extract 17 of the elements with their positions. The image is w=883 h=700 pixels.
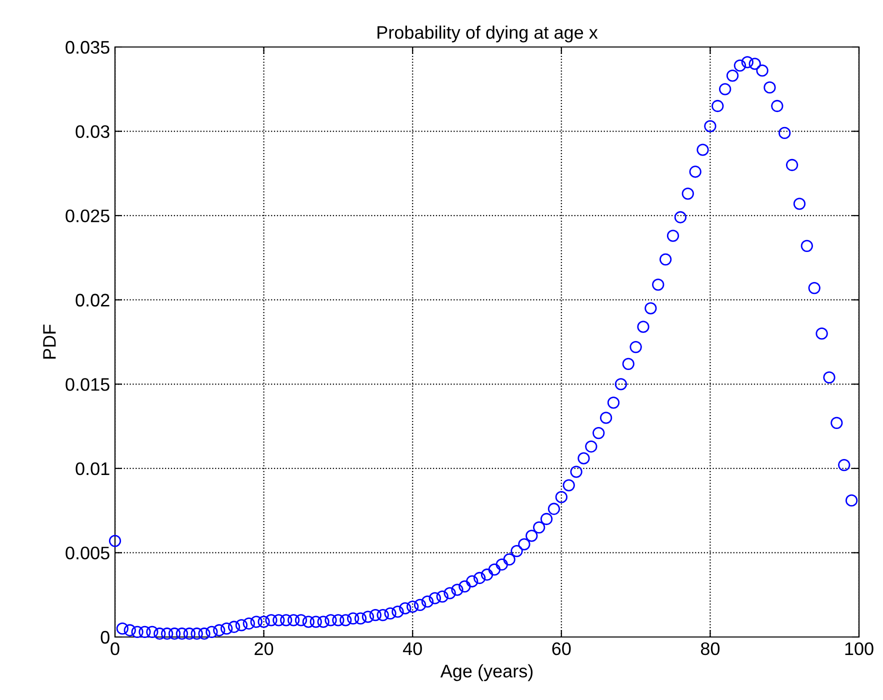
- y-tick-label: 0.015: [66, 378, 110, 391]
- y-tick-label: 0.01: [76, 462, 110, 476]
- x-axis-title: Age (years): [440, 664, 533, 682]
- x-tick-label: 100: [845, 642, 874, 656]
- y-tick-label: 0.005: [66, 546, 110, 560]
- x-tick-label: 40: [402, 642, 422, 656]
- x-tick-label: 20: [254, 642, 274, 656]
- y-tick-label: 0: [100, 630, 110, 644]
- chart-title: Probability of dying at age x: [378, 26, 598, 42]
- y-tick-label: 0.035: [66, 40, 110, 54]
- y-tick-label: 0.03: [76, 125, 110, 138]
- y-axis-title: PDF: [43, 324, 56, 359]
- x-tick-label: 60: [552, 642, 571, 656]
- x-tick-label: 0: [110, 642, 120, 656]
- x-tick-label: 80: [700, 642, 720, 656]
- y-tick-label: 0.025: [66, 210, 110, 222]
- y-tick-label: 0.02: [76, 294, 110, 307]
